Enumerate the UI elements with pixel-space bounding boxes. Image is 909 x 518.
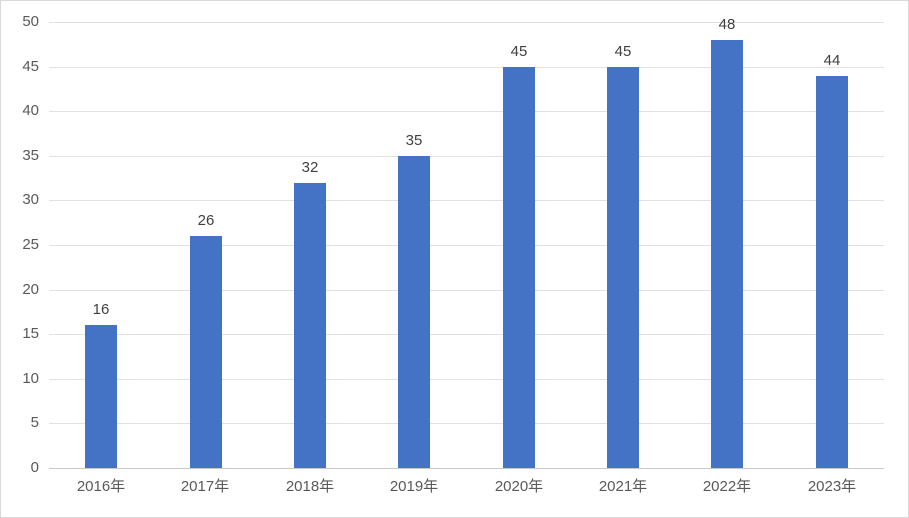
- y-gridline: [49, 67, 884, 68]
- bar-2018年: [294, 183, 326, 468]
- data-label: 48: [718, 16, 736, 33]
- data-label: 45: [510, 43, 528, 60]
- bar-2023年: [816, 76, 848, 468]
- y-gridline: [49, 290, 884, 291]
- x-tick-label: 2018年: [285, 478, 335, 495]
- y-tick-label: 40: [22, 102, 39, 119]
- data-label: 16: [92, 301, 110, 318]
- y-tick-label: 15: [22, 325, 39, 342]
- y-tick-label: 20: [22, 281, 39, 298]
- y-tick-label: 25: [22, 236, 39, 253]
- y-gridline: [49, 245, 884, 246]
- data-label: 26: [197, 212, 215, 229]
- y-gridline: [49, 22, 884, 23]
- data-label: 32: [301, 159, 319, 176]
- y-gridline: [49, 334, 884, 335]
- x-tick-label: 2019年: [389, 478, 439, 495]
- x-tick-label: 2016年: [76, 478, 126, 495]
- y-tick-label: 10: [22, 370, 39, 387]
- y-gridline: [49, 379, 884, 380]
- bar-2019年: [398, 156, 430, 468]
- bar-2021年: [607, 67, 639, 468]
- y-tick-label: 5: [30, 414, 39, 431]
- plot-area: [49, 22, 884, 469]
- data-label: 44: [823, 52, 841, 69]
- x-tick-label: 2021年: [598, 478, 648, 495]
- data-label: 35: [405, 132, 423, 149]
- bar-2022年: [711, 40, 743, 468]
- x-tick-label: 2017年: [180, 478, 230, 495]
- x-tick-label: 2020年: [494, 478, 544, 495]
- bar-2020年: [503, 67, 535, 468]
- x-tick-label: 2022年: [702, 478, 752, 495]
- y-tick-label: 35: [22, 147, 39, 164]
- y-gridline: [49, 423, 884, 424]
- y-gridline: [49, 200, 884, 201]
- data-label: 45: [614, 43, 632, 60]
- bar-2017年: [190, 236, 222, 468]
- y-tick-label: 0: [30, 459, 39, 476]
- y-tick-label: 45: [22, 58, 39, 75]
- y-gridline: [49, 111, 884, 112]
- bar-2016年: [85, 325, 117, 468]
- y-tick-label: 50: [22, 13, 39, 30]
- y-tick-label: 30: [22, 191, 39, 208]
- x-axis-line: [49, 468, 884, 469]
- y-gridline: [49, 156, 884, 157]
- x-tick-label: 2023年: [807, 478, 857, 495]
